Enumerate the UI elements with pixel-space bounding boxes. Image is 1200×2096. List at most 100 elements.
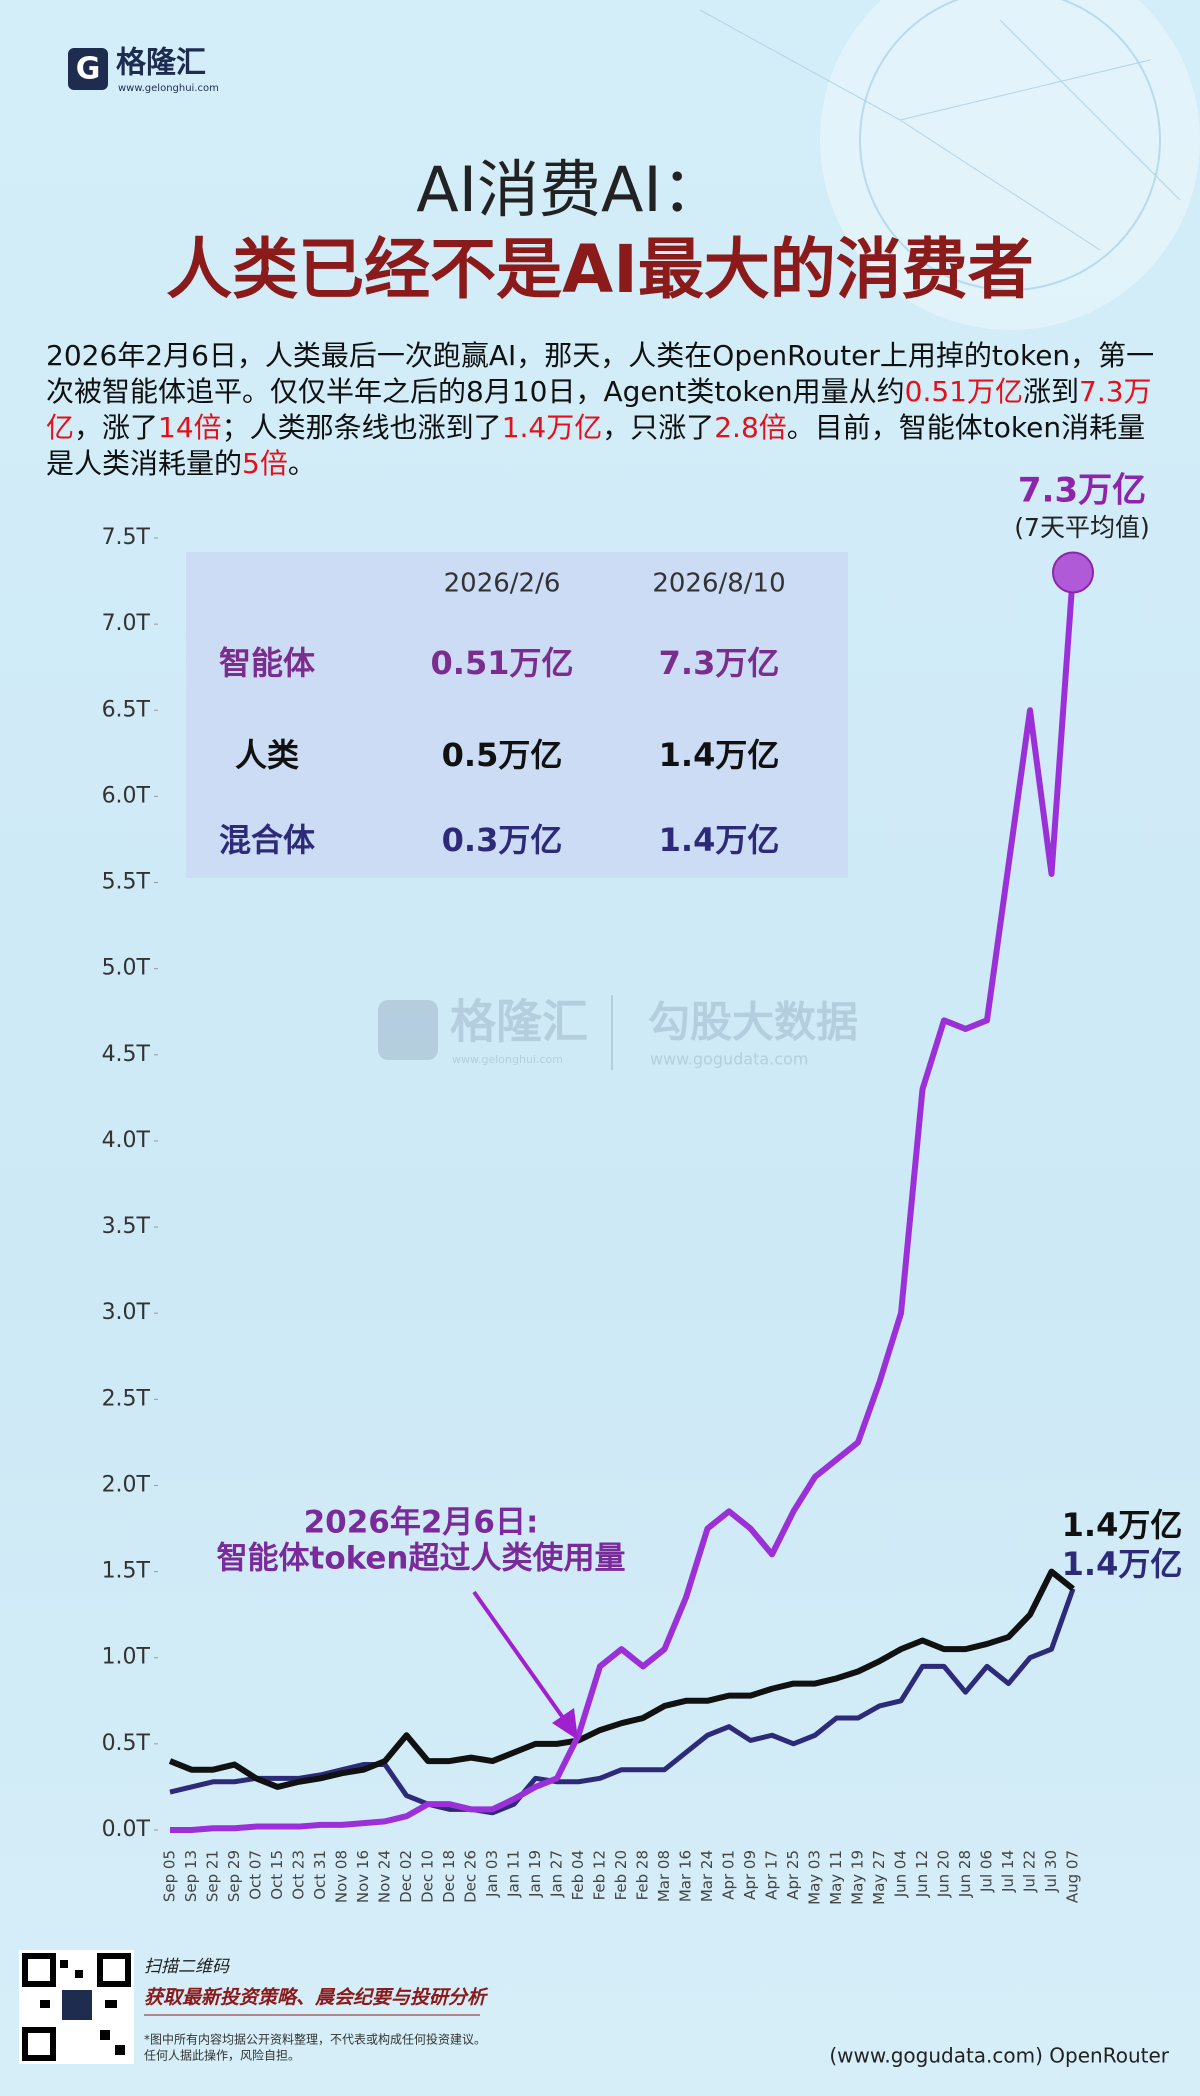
x-tick-label: Jul 30	[1042, 1850, 1060, 1893]
x-tick-label: Apr 09	[741, 1850, 759, 1900]
x-tick-label: Jun 20	[935, 1850, 953, 1898]
intro-text: ；人类那条线也涨到了	[221, 411, 502, 444]
x-tick-label: Oct 07	[247, 1850, 265, 1900]
x-tick-label: Mar 24	[698, 1850, 716, 1902]
highlight: 14倍	[158, 411, 222, 444]
value-note: (7天平均值)	[1014, 513, 1149, 542]
logo-icon	[68, 48, 108, 90]
x-tick-label: Oct 15	[268, 1850, 286, 1900]
table-cell: 7.3万亿	[659, 644, 780, 682]
x-tick-label: Sep 21	[204, 1850, 222, 1902]
x-tick-label: Oct 23	[290, 1850, 308, 1900]
x-tick-label: Aug 07	[1064, 1850, 1082, 1903]
x-tick-label: Jul 22	[1021, 1850, 1039, 1893]
value-label: 1.4万亿	[1062, 1506, 1183, 1544]
x-tick-label: Feb 28	[634, 1850, 652, 1900]
x-tick-label: Apr 01	[720, 1850, 738, 1900]
y-tick-label: 7.5T	[102, 525, 151, 550]
watermark-icon	[378, 1000, 438, 1060]
x-tick-label: Dec 26	[462, 1850, 480, 1903]
x-tick-label: Apr 25	[784, 1850, 802, 1900]
title-line2: 人类已经不是AI最大的消费者	[166, 231, 1034, 308]
x-tick-label: Jan 19	[526, 1850, 544, 1898]
y-tick-label: 7.0T	[102, 611, 151, 636]
x-tick-label: Jan 03	[483, 1850, 501, 1898]
footer-disclaimer: *图中所有内容均据公开资料整理，不代表或构成任何投资建议。	[144, 2032, 486, 2047]
y-tick-label: 6.0T	[102, 783, 151, 808]
x-tick-label: Dec 18	[440, 1850, 458, 1903]
highlight: 0.51万亿	[904, 375, 1023, 408]
y-tick-label: 5.0T	[102, 956, 151, 981]
y-tick-label: 4.0T	[102, 1128, 151, 1153]
y-tick-label: 5.5T	[102, 870, 151, 895]
globe-decoration	[699, 0, 1200, 330]
y-tick-label: 4.5T	[102, 1042, 151, 1067]
watermark: 格隆汇 www.gelonghui.com 勾股大数据 www.gogudata…	[378, 995, 858, 1070]
series-line	[170, 572, 1076, 1833]
intro-text: ，只涨了	[602, 411, 715, 444]
end-marker	[1052, 551, 1094, 594]
x-tick-label: Jun 12	[913, 1850, 931, 1898]
x-tick-label: Mar 16	[677, 1850, 695, 1902]
x-tick-label: Nov 24	[376, 1850, 394, 1903]
series-line	[169, 1587, 1076, 1816]
intro-text: ，涨了	[74, 411, 159, 444]
x-tick-label: Dec 02	[397, 1850, 415, 1903]
x-tick-label: Jun 28	[956, 1850, 974, 1898]
x-tick-label: May 03	[806, 1850, 824, 1905]
y-tick-label: 0.0T	[102, 1817, 151, 1842]
y-tick-label: 0.5T	[102, 1731, 151, 1756]
intro-text: 。	[287, 447, 316, 480]
x-tick-label: Jan 27	[548, 1850, 566, 1898]
value-label: 7.3万亿	[1018, 471, 1146, 511]
highlight: 2.8倍	[714, 411, 787, 444]
y-tick-label: 1.0T	[102, 1645, 151, 1670]
y-tick-label: 3.0T	[102, 1300, 151, 1325]
qr-code	[19, 1950, 134, 2064]
value-label: 1.4万亿	[1062, 1545, 1183, 1583]
annotation: 2026年2月6日:	[304, 1505, 539, 1541]
watermark-brand-url: www.gelonghui.com	[452, 1053, 563, 1066]
table-cell: 1.4万亿	[659, 821, 780, 859]
x-tick-label: Apr 17	[763, 1850, 781, 1900]
x-tick-label: Nov 16	[354, 1850, 372, 1903]
intro-text: 涨到	[1022, 375, 1079, 408]
footer-slogan: 获取最新投资策略、晨会纪要与投研分析	[144, 1987, 489, 2009]
logo-url: www.gelonghui.com	[118, 83, 219, 94]
x-tick-label: Feb 04	[569, 1850, 587, 1900]
y-tick-label: 3.5T	[102, 1214, 151, 1239]
x-tick-label: Jun 04	[892, 1850, 910, 1898]
x-tick-label: Mar 08	[655, 1850, 673, 1902]
highlight: 5倍	[242, 447, 288, 480]
x-tick-label: May 27	[870, 1850, 888, 1905]
watermark-brand: 格隆汇	[450, 995, 588, 1049]
x-tick-label: Sep 05	[161, 1850, 179, 1902]
intro: 2026年2月6日，人类最后一次跑赢AI，那天，人类在OpenRouter上用掉…	[46, 338, 1161, 482]
x-tick-label: Jul 14	[999, 1850, 1017, 1893]
footer-source: (www.gogudata.com) OpenRouter	[829, 2044, 1169, 2068]
table-cell: 0.5万亿	[442, 736, 563, 774]
watermark-partner-url: www.gogudata.com	[650, 1050, 808, 1069]
annotation-arrow	[472, 1590, 568, 1724]
series-line	[168, 1568, 1075, 1790]
footer-disclaimer: 任何人据此操作，风险自担。	[144, 2048, 300, 2063]
x-tick-label: Oct 31	[311, 1850, 329, 1900]
highlight: 1.4万亿	[501, 411, 603, 444]
x-tick-label: Sep 29	[225, 1850, 243, 1902]
title-line1: AI消费AI：	[416, 153, 723, 226]
x-tick-label: Jan 11	[505, 1850, 523, 1898]
logo-glyph: G	[76, 52, 101, 87]
y-tick-label: 6.5T	[102, 697, 151, 722]
table-row-label: 人类	[235, 736, 299, 774]
x-tick-label: May 19	[849, 1850, 867, 1905]
footer-scan: 扫描二维码	[144, 1957, 230, 1977]
table-cell: 0.51万亿	[431, 644, 574, 682]
x-tick-label: Dec 10	[419, 1850, 437, 1903]
annotation: 智能体token超过人类使用量	[217, 1541, 626, 1577]
highlight: 7.3万亿	[46, 375, 1152, 444]
intro-text: 。目前，智能体token消耗量是人类消耗量的	[46, 411, 1146, 480]
y-tick-label: 2.5T	[102, 1386, 151, 1411]
annotation-arrowhead	[552, 1708, 578, 1740]
